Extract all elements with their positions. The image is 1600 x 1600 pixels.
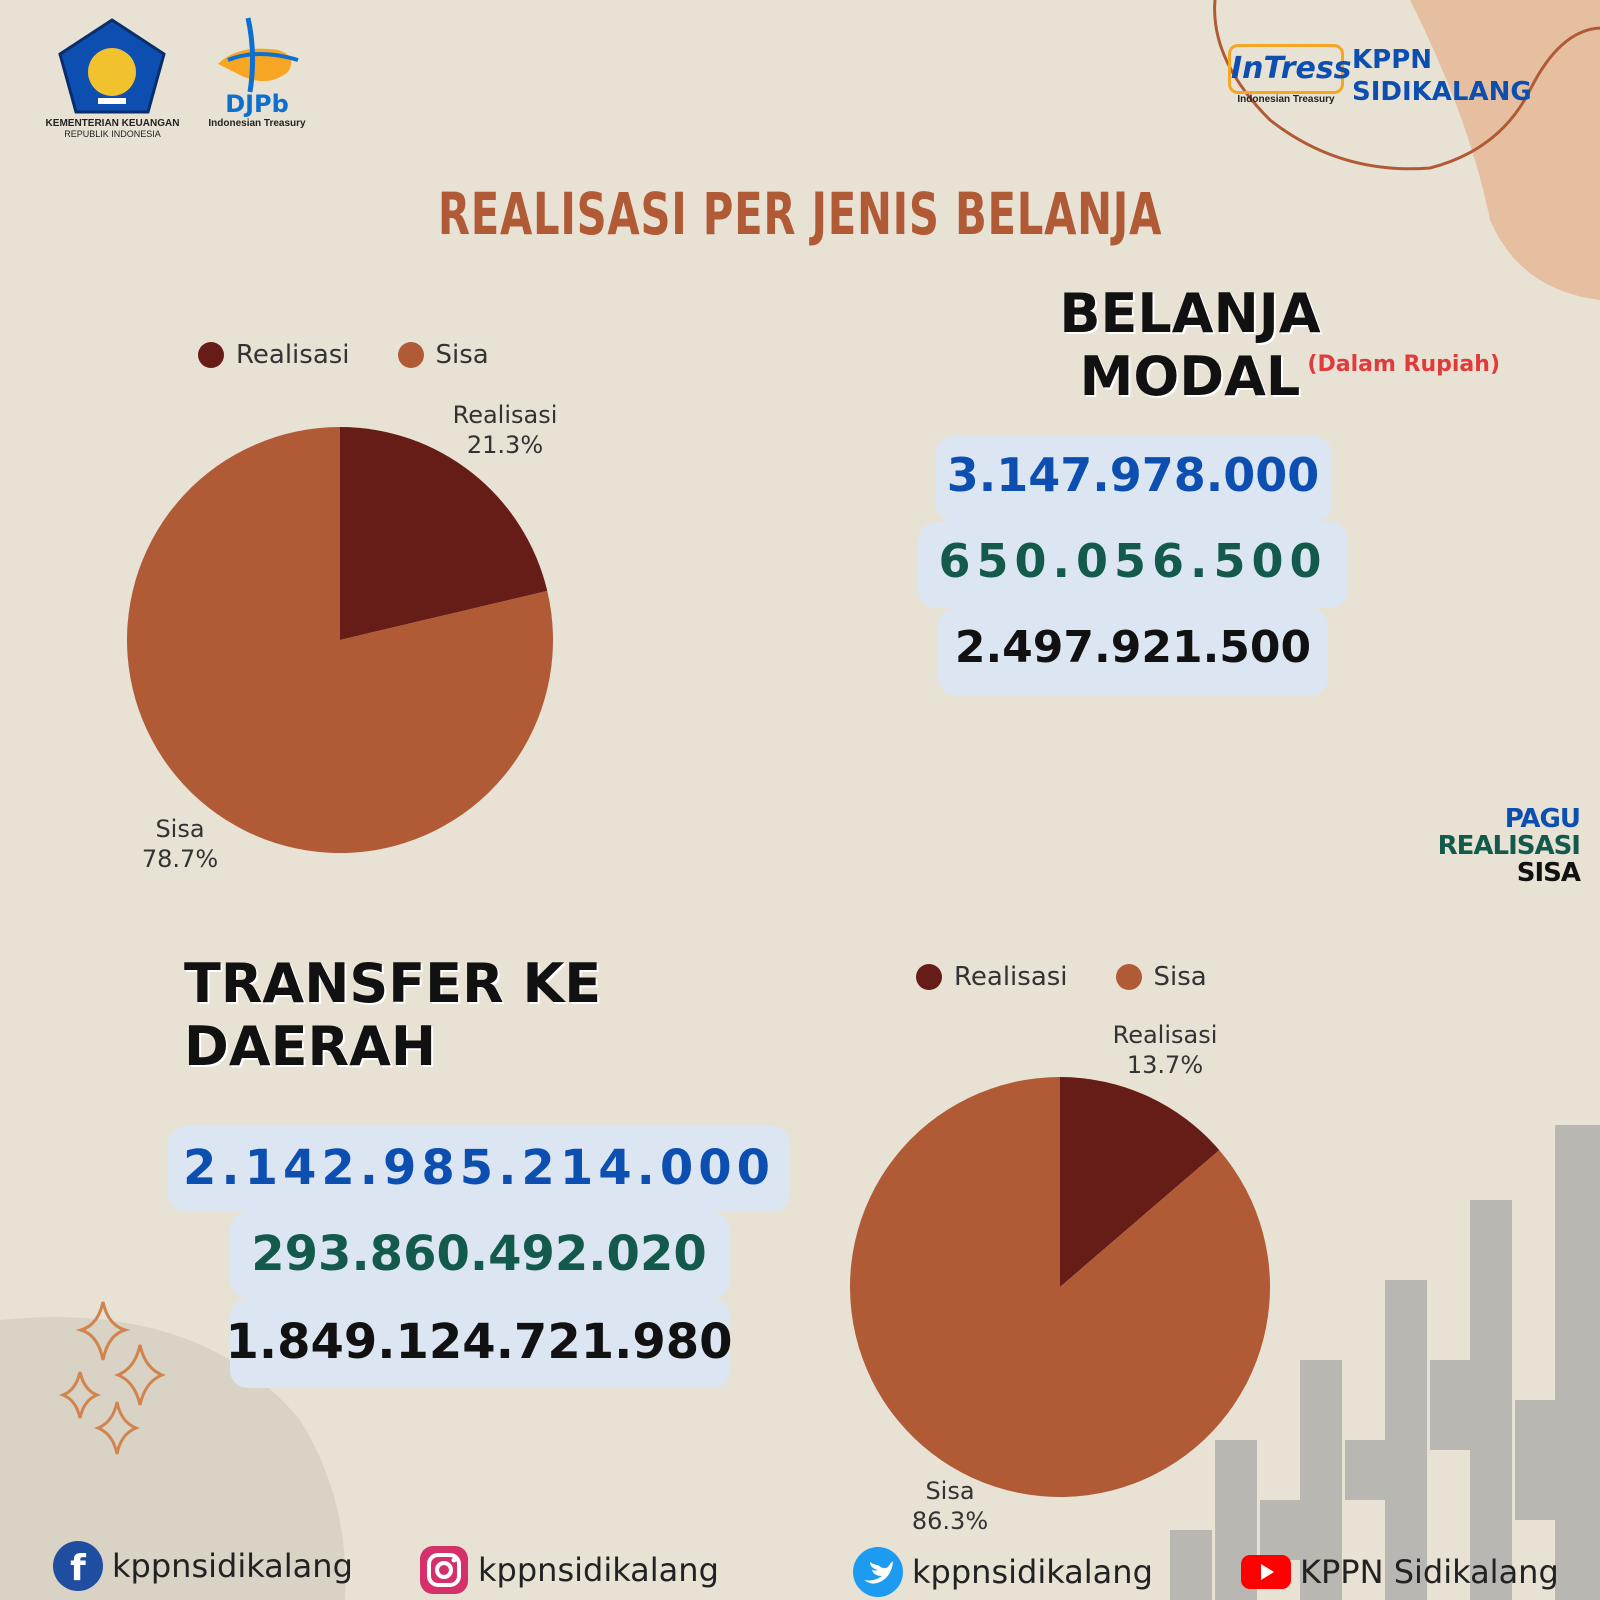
legend-item-realisasi: Realisasi <box>916 962 1068 992</box>
modal-pagu-value: 3.147.978.000 <box>946 448 1320 502</box>
pie-chart-transfer <box>850 1077 1270 1497</box>
kppn-logo-text: KPPN SIDIKALANG <box>1352 44 1532 108</box>
modal-pagu-pill <box>936 436 1332 522</box>
kemenkeu-line1: KEMENTERIAN KEUANGAN <box>45 118 180 129</box>
modal-realisasi-value: 650.056.500 <box>938 534 1328 588</box>
slice-label: Realisasi <box>1112 1021 1218 1049</box>
legend-item-sisa: Sisa <box>397 340 489 370</box>
key-sisa: SISA <box>1516 858 1581 888</box>
slice-label: Sisa <box>925 1477 975 1505</box>
legend-dot-sisa <box>1115 964 1142 990</box>
pie-slice-realisasi <box>340 427 548 640</box>
transfer-sisa-pill <box>230 1298 730 1388</box>
pie2-label-realisasi: Realisasi 13.7% <box>1100 1020 1230 1080</box>
pie2-label-sisa: Sisa 86.3% <box>890 1476 1010 1536</box>
belanja-modal-title: BELANJA MODAL <box>1059 282 1321 408</box>
facebook-handle: kppnsidikalang <box>112 1547 353 1585</box>
transfer-sisa-value: 1.849.124.721.980 <box>225 1314 733 1370</box>
kemenkeu-emblem-icon <box>58 18 166 114</box>
transfer-realisasi-pill <box>230 1212 730 1298</box>
djpb-text: DJPb <box>225 90 289 118</box>
legend-dot-realisasi <box>198 342 224 368</box>
pie1-label-sisa: Sisa 78.7% <box>120 814 240 874</box>
instagram-icon <box>418 1544 470 1596</box>
kppn-line2: SIDIKALANG <box>1352 77 1532 107</box>
transfer-pagu-pill <box>168 1126 790 1212</box>
twitter-icon <box>852 1546 904 1598</box>
legend-label: Realisasi <box>954 962 1068 992</box>
social-facebook[interactable]: f kppnsidikalang <box>52 1540 353 1592</box>
legend-dot-sisa <box>397 342 424 368</box>
legend-dot-realisasi <box>916 964 942 990</box>
slice-percent: 78.7% <box>141 845 219 873</box>
sparkle-icons <box>58 1301 166 1455</box>
slice-percent: 13.7% <box>1126 1051 1204 1079</box>
key-pagu: PAGU <box>1504 804 1581 834</box>
social-instagram[interactable]: kppnsidikalang <box>418 1544 719 1596</box>
legend-item-sisa: Sisa <box>1115 962 1207 992</box>
slice-percent: 86.3% <box>911 1507 989 1535</box>
pie-slice-sisa <box>127 427 553 853</box>
chart1-legend: Realisasi Sisa <box>198 340 537 370</box>
legend-label: Realisasi <box>236 340 350 370</box>
transfer-realisasi-value: 293.860.492.020 <box>251 1226 707 1282</box>
youtube-handle: KPPN Sidikalang <box>1300 1553 1559 1591</box>
social-twitter[interactable]: kppnsidikalang <box>852 1546 1153 1598</box>
djpb-logo: DJPb Indonesian Treasury <box>198 14 316 129</box>
modal-sisa-pill <box>938 608 1328 696</box>
slice-label: Sisa <box>155 815 205 843</box>
legend-label: Sisa <box>1153 962 1207 992</box>
pie-slice-realisasi <box>1060 1077 1220 1287</box>
kemenkeu-logo: KEMENTERIAN KEUANGAN REPUBLIK INDONESIA <box>40 14 185 139</box>
youtube-icon <box>1240 1546 1292 1598</box>
intress-logo: InTress Indonesian Treasury <box>1228 44 1352 105</box>
kemenkeu-line2: REPUBLIK INDONESIA <box>64 129 161 139</box>
modal-sisa-value: 2.497.921.500 <box>954 622 1312 673</box>
twitter-handle: kppnsidikalang <box>912 1553 1153 1591</box>
slice-percent: 21.3% <box>466 431 544 459</box>
instagram-handle: kppnsidikalang <box>478 1551 719 1589</box>
transfer-title: TRANSFER KE DAERAH <box>184 952 602 1078</box>
currency-note: (Dalam Rupiah) <box>1307 352 1500 377</box>
intress-sub: Indonesian Treasury <box>1237 94 1335 105</box>
pie-chart-belanja-modal <box>127 427 553 853</box>
djpb-sub: Indonesian Treasury <box>208 118 306 129</box>
legend-label: Sisa <box>435 340 489 370</box>
social-youtube[interactable]: KPPN Sidikalang <box>1240 1546 1559 1598</box>
kppn-line1: KPPN <box>1352 45 1433 75</box>
value-key: PAGU REALISASI SISA <box>1380 804 1581 888</box>
corner-swoosh <box>1213 0 1600 171</box>
chart2-legend: Realisasi Sisa <box>916 962 1255 992</box>
modal-realisasi-pill <box>918 522 1348 608</box>
pie1-label-realisasi: Realisasi 21.3% <box>440 400 570 460</box>
djpb-swirl-icon <box>218 17 299 93</box>
key-realisasi: REALISASI <box>1437 831 1581 861</box>
facebook-icon: f <box>52 1540 104 1592</box>
transfer-pagu-value: 2.142.985.214.000 <box>182 1140 776 1196</box>
page-title: REALISASI PER JENIS BELANJA <box>437 180 1163 248</box>
intress-text: InTress <box>1228 44 1352 94</box>
slice-label: Realisasi <box>452 401 558 429</box>
pie-slice-sisa <box>850 1077 1270 1497</box>
corner-blob <box>1410 0 1600 300</box>
pixel-pattern <box>1170 1125 1600 1600</box>
svg-text:f: f <box>70 1548 86 1589</box>
legend-item-realisasi: Realisasi <box>198 340 350 370</box>
